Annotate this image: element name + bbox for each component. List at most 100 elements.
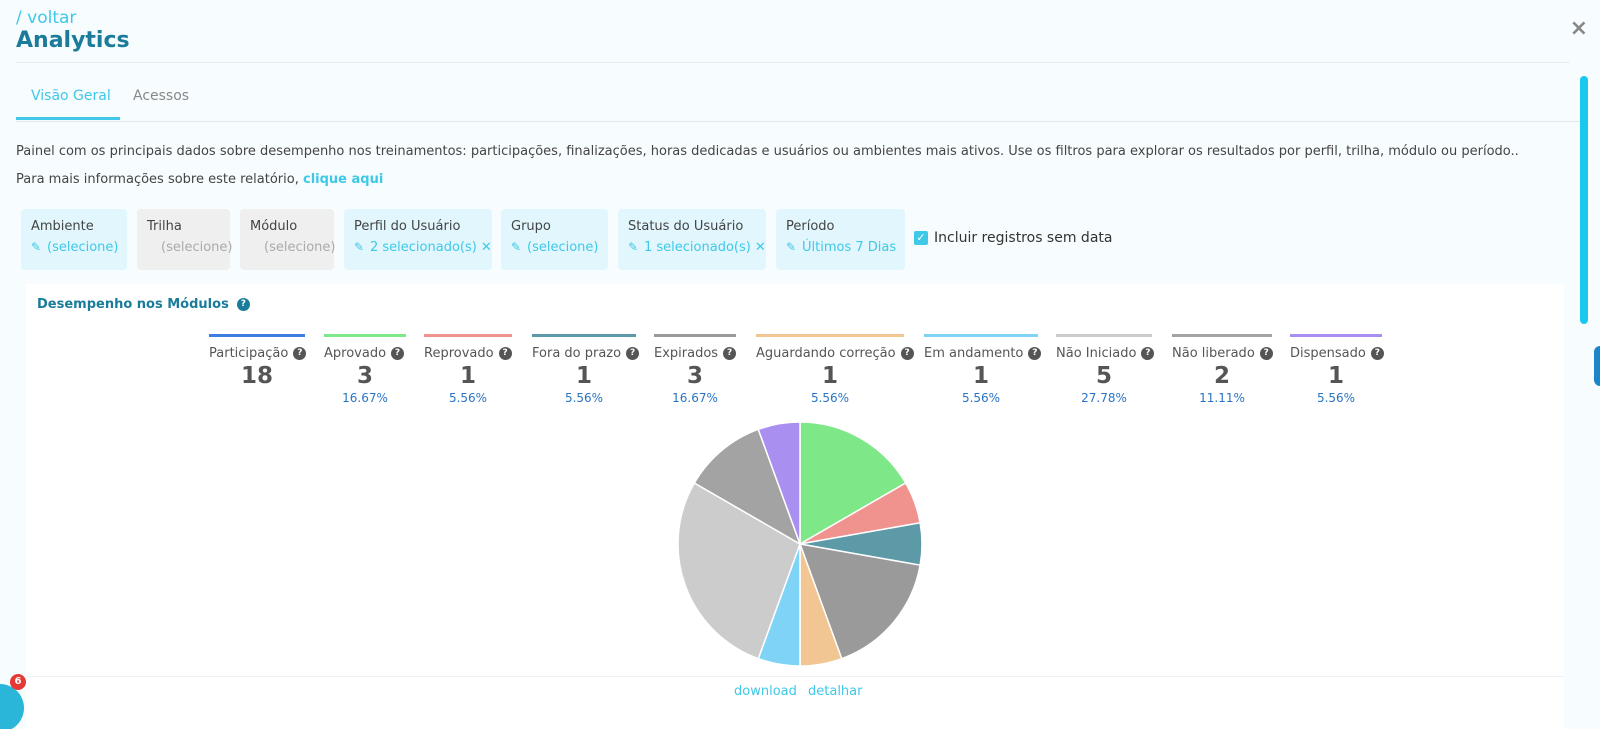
filter-value: (selecione) bbox=[47, 240, 119, 255]
filter-value: (selecione) bbox=[161, 240, 233, 255]
panel-title: Desempenho nos Módulos? bbox=[37, 297, 250, 312]
filter-label: Perfil do Usuário bbox=[354, 219, 461, 234]
help-icon[interactable]: ? bbox=[1028, 347, 1042, 360]
pencil-icon: ✎ bbox=[786, 240, 797, 254]
pencil-icon: ✎ bbox=[511, 240, 522, 254]
metric-percent: 16.67% bbox=[342, 391, 388, 405]
filter-periodo[interactable]: Período ✎ Últimos 7 Dias bbox=[776, 209, 905, 270]
panel-footer-divider bbox=[26, 676, 1564, 677]
metric-color-bar bbox=[756, 334, 904, 337]
status-pie-chart bbox=[677, 421, 923, 667]
close-button[interactable]: × bbox=[1569, 16, 1588, 41]
filter-label: Grupo bbox=[511, 219, 551, 234]
metric-label: Em andamento bbox=[924, 346, 1024, 361]
metric-value: 5 bbox=[1095, 363, 1112, 389]
metric-percent: 27.78% bbox=[1081, 391, 1127, 405]
metric-aprovado: Aprovado? 3 16.67% bbox=[324, 334, 406, 405]
metric-label: Participação bbox=[209, 346, 289, 361]
metric-expirados: Expirados? 3 16.67% bbox=[654, 334, 737, 405]
pencil-icon: ✎ bbox=[354, 240, 365, 254]
help-icon[interactable]: ? bbox=[236, 298, 250, 311]
tab-bar: Visão Geral Acessos bbox=[16, 78, 1584, 122]
metric-label: Não liberado bbox=[1172, 346, 1255, 361]
help-icon[interactable]: ? bbox=[626, 347, 640, 360]
metric-value: 3 bbox=[356, 363, 373, 389]
metric-color-bar bbox=[654, 334, 736, 337]
help-icon[interactable]: ? bbox=[1370, 347, 1384, 360]
metric-value: 1 bbox=[821, 363, 838, 389]
filter-modulo: Módulo (selecione) bbox=[240, 209, 336, 270]
clear-icon[interactable]: ✕ bbox=[480, 240, 492, 255]
checkmark-icon[interactable]: ✓ bbox=[914, 231, 928, 245]
metric-value: 1 bbox=[972, 363, 989, 389]
metric-em-andamento: Em andamento? 1 5.56% bbox=[924, 334, 1042, 405]
filter-value: Últimos 7 Dias bbox=[802, 240, 897, 255]
pie-slice-nao-liberado[interactable] bbox=[693, 428, 802, 546]
info-text: Para mais informações sobre este relatór… bbox=[16, 172, 303, 187]
metric-value: 2 bbox=[1213, 363, 1230, 389]
detail-link[interactable]: detalhar bbox=[808, 684, 863, 699]
metric-value: 1 bbox=[1327, 363, 1344, 389]
help-icon[interactable]: ? bbox=[1259, 347, 1273, 360]
panel-title-text: Desempenho nos Módulos bbox=[37, 297, 229, 312]
include-undated-checkbox[interactable]: ✓ Incluir registros sem data bbox=[914, 230, 1112, 246]
metric-color-bar bbox=[1290, 334, 1382, 337]
pie-slice-aprovado[interactable] bbox=[799, 421, 907, 546]
tab-acessos[interactable]: Acessos bbox=[133, 88, 190, 104]
metric-color-bar bbox=[424, 334, 512, 337]
metric-percent: 16.67% bbox=[672, 391, 718, 405]
filter-label: Ambiente bbox=[31, 219, 94, 234]
metric-participacao: Participação? 18 bbox=[209, 334, 307, 391]
metric-dispensado: Dispensado? 1 5.56% bbox=[1290, 334, 1384, 405]
scrollbar[interactable] bbox=[1580, 76, 1588, 324]
help-icon[interactable]: ? bbox=[391, 347, 405, 360]
notification-badge: 6 bbox=[10, 674, 26, 690]
filter-status-usuario[interactable]: Status do Usuário ✎ 1 selecionado(s) ✕ bbox=[618, 209, 766, 270]
filter-label: Período bbox=[786, 219, 835, 234]
metric-nao-liberado: Não liberado? 2 11.11% bbox=[1172, 334, 1273, 405]
filter-value: (selecione) bbox=[264, 240, 336, 255]
download-link[interactable]: download bbox=[734, 684, 797, 699]
metric-color-bar bbox=[532, 334, 636, 337]
help-icon[interactable]: ? bbox=[1141, 347, 1155, 360]
metric-value: 18 bbox=[240, 363, 273, 389]
metric-percent: 5.56% bbox=[810, 391, 850, 405]
filter-label: Módulo bbox=[250, 219, 298, 234]
performance-panel: Desempenho nos Módulos? Participação? 18… bbox=[26, 284, 1564, 729]
metric-label: Aprovado bbox=[324, 346, 387, 361]
metric-label: Aguardando correção bbox=[756, 346, 896, 361]
pie-slice-dispensado[interactable] bbox=[757, 421, 801, 545]
metric-color-bar bbox=[924, 334, 1038, 337]
metric-label: Fora do prazo bbox=[532, 346, 622, 361]
metric-color-bar bbox=[209, 334, 305, 337]
metric-color-bar bbox=[1172, 334, 1272, 337]
help-icon[interactable]: ? bbox=[723, 347, 737, 360]
help-link[interactable]: clique aqui bbox=[302, 172, 384, 187]
filter-value: (selecione) bbox=[527, 240, 599, 255]
filter-ambiente[interactable]: Ambiente ✎ (selecione) bbox=[21, 209, 127, 270]
back-link[interactable]: / voltar bbox=[16, 8, 77, 28]
metric-color-bar bbox=[1056, 334, 1152, 337]
info-line: Para mais informações sobre este relatór… bbox=[16, 172, 383, 187]
metric-value: 3 bbox=[686, 363, 703, 389]
help-icon[interactable]: ? bbox=[293, 347, 307, 360]
metric-percent: 5.56% bbox=[448, 391, 488, 405]
filter-label: Status do Usuário bbox=[628, 219, 744, 234]
metric-value: 1 bbox=[575, 363, 592, 389]
metric-percent: 5.56% bbox=[1316, 391, 1356, 405]
help-icon[interactable]: ? bbox=[900, 347, 914, 360]
help-icon[interactable]: ? bbox=[498, 347, 512, 360]
side-feedback-tab[interactable] bbox=[1594, 346, 1600, 386]
metric-label: Expirados bbox=[654, 346, 719, 361]
tab-visao-geral[interactable]: Visão Geral bbox=[31, 88, 111, 104]
filter-grupo[interactable]: Grupo ✎ (selecione) bbox=[501, 209, 608, 270]
checkbox-label: Incluir registros sem data bbox=[934, 230, 1113, 246]
clear-icon[interactable]: ✕ bbox=[754, 240, 766, 255]
pie-slice-expirados[interactable] bbox=[798, 543, 922, 660]
filter-perfil-usuario[interactable]: Perfil do Usuário ✎ 2 selecionado(s) ✕ bbox=[344, 209, 492, 270]
filter-value: 1 selecionado(s) bbox=[644, 240, 751, 255]
pencil-icon: ✎ bbox=[31, 240, 42, 254]
filter-trilha: Trilha (selecione) bbox=[137, 209, 233, 270]
metric-percent: 11.11% bbox=[1199, 391, 1245, 405]
